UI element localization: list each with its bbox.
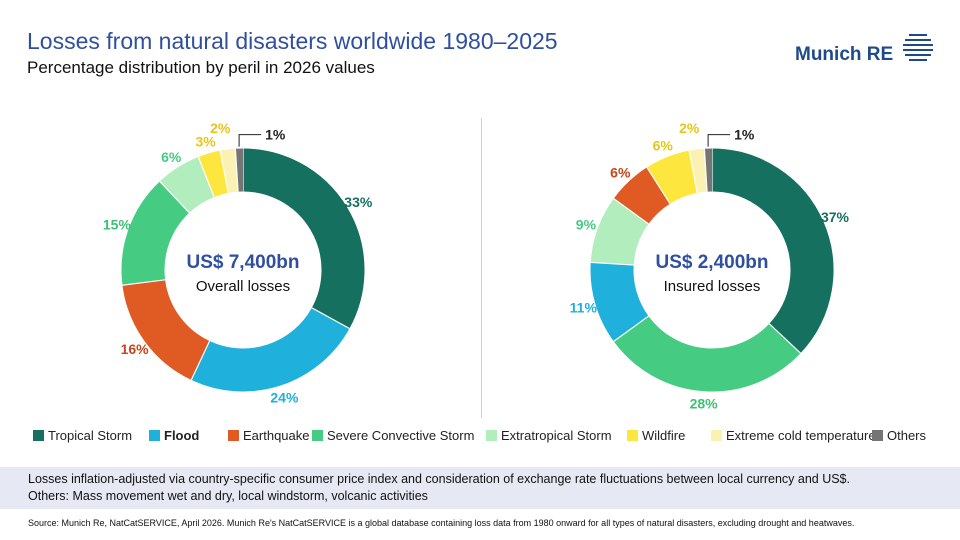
chart-subtitle: Percentage distribution by peril in 2026…: [27, 58, 375, 77]
slice-earthquake: [122, 279, 211, 380]
slice-separator: [197, 156, 215, 198]
slice-separator: [190, 340, 211, 381]
slice-separator: [613, 315, 649, 342]
notes-box: Losses inflation-adjusted via country-sp…: [0, 467, 960, 509]
legend-swatch: [872, 430, 883, 441]
slice-extratropical-storm: [590, 198, 649, 266]
donut-chart-1: 33% 24% 16% 15% 6% 3%2% 1% US$ 7,400bn Overall l…: [103, 120, 373, 405]
logo-text: Munich RE: [795, 44, 894, 65]
slice-separator: [159, 181, 190, 214]
data-label-tropical-storm: 37%: [821, 209, 850, 225]
legend-label: Extreme cold temperature: [726, 428, 876, 443]
others-leader-line: [707, 134, 731, 147]
slice-severe-convective-storm: [613, 315, 801, 392]
center-value: US$ 2,400bn: [656, 252, 769, 273]
source-note: Source: Munich Re, NatCatSERVICE, April …: [28, 518, 855, 528]
data-label-earthquake: 6%: [610, 164, 631, 180]
munich-re-logo: Munich RE: [795, 32, 935, 66]
legend-swatch: [486, 430, 497, 441]
slice-wildfire: [646, 150, 699, 205]
slice-separator: [613, 198, 649, 225]
data-label-wildfire: 3%: [195, 133, 216, 149]
slice-severe-convective-storm: [121, 181, 190, 286]
slice-separator: [688, 150, 698, 194]
data-label-tropical-storm: 33%: [344, 194, 373, 210]
chart-divider: [481, 118, 482, 418]
legend-label: Extratropical Storm: [501, 428, 612, 443]
legend-swatch: [312, 430, 323, 441]
data-label-extratropical-storm: 9%: [576, 217, 597, 233]
slice-separator: [219, 150, 229, 194]
slice-separator: [311, 307, 350, 330]
center-label: Overall losses: [196, 278, 290, 295]
legend-label: Tropical Storm: [48, 428, 133, 443]
legend-swatch: [711, 430, 722, 441]
data-label-others: 1%: [265, 127, 286, 143]
note-line-1: Losses inflation-adjusted via country-sp…: [28, 472, 850, 486]
slice-separator: [646, 167, 671, 205]
slice-tropical-storm: [242, 148, 365, 329]
legend-label: Others: [887, 428, 927, 443]
legend-label: Wildfire: [642, 428, 686, 443]
slice-separator: [703, 148, 708, 192]
slice-tropical-storm: [711, 148, 834, 354]
donut-chart-2: 37% 28% 11% 9% 6% 6% 2% 1% US$ 2,400bn Insured lo…: [570, 120, 850, 412]
legend-label: Flood: [164, 428, 200, 443]
data-label-others: 1%: [734, 127, 755, 143]
data-label-flood: 24%: [270, 389, 299, 405]
logo-mark-icon: [901, 32, 933, 64]
data-label-wildfire: 6%: [653, 137, 674, 153]
legend-swatch: [228, 430, 239, 441]
data-label-severe-convective-storm: 28%: [690, 396, 719, 412]
note-line-2: Others: Mass movement wet and dry, local…: [28, 489, 428, 503]
slice-flood: [191, 307, 350, 392]
slice-earthquake: [613, 167, 671, 225]
legend-swatch: [149, 430, 160, 441]
slice-flood: [590, 262, 649, 342]
slice-wildfire: [198, 150, 229, 198]
legend-swatch: [627, 430, 638, 441]
chart-title: Losses from natural disasters worldwide …: [27, 28, 558, 54]
center-value: US$ 7,400bn: [187, 252, 300, 273]
data-label-extreme-cold-temperature: 2%: [679, 120, 700, 136]
legend-swatch: [33, 430, 44, 441]
data-label-flood: 11%: [570, 299, 598, 315]
others-leader-line: [238, 134, 262, 147]
slice-separator: [590, 261, 634, 266]
slice-extratropical-storm: [159, 157, 215, 214]
center-label: Insured losses: [664, 278, 761, 295]
data-label-earthquake: 16%: [121, 341, 150, 357]
legend-label: Earthquake: [243, 428, 310, 443]
data-label-severe-convective-storm: 15%: [103, 217, 132, 233]
slice-separator: [122, 279, 166, 286]
slice-separator: [768, 323, 801, 354]
slice-separator: [234, 148, 239, 192]
legend-label: Severe Convective Storm: [327, 428, 475, 443]
slice-extreme-cold-temperature: [220, 148, 239, 193]
data-label-extreme-cold-temperature: 2%: [210, 120, 231, 136]
data-label-extratropical-storm: 6%: [161, 149, 182, 165]
slice-extreme-cold-temperature: [689, 148, 708, 193]
